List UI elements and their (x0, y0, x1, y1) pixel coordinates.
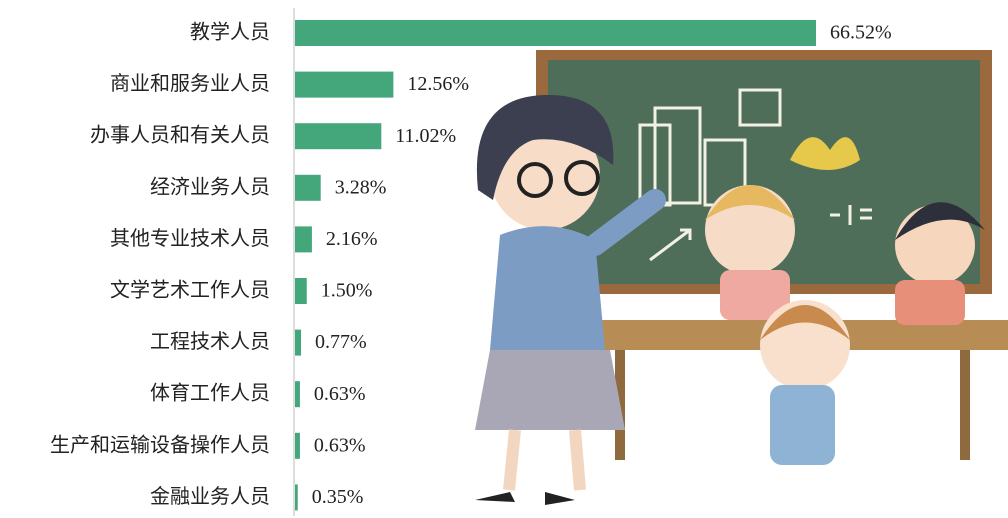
value-label: 0.63% (314, 434, 366, 456)
glasses (564, 160, 600, 196)
bar (295, 381, 300, 408)
category-label: 体育工作人员 (150, 381, 270, 405)
category-label: 教学人员 (190, 20, 270, 44)
category-label: 其他专业技术人员 (110, 226, 270, 250)
teacher-hair (476, 95, 614, 200)
bar (295, 174, 321, 201)
value-label: 2.16% (326, 228, 378, 250)
bar (295, 20, 816, 46)
value-label: 3.28% (335, 176, 387, 198)
bar (295, 226, 312, 253)
child-body (720, 270, 790, 320)
desk-leg (960, 350, 970, 460)
teacher-skirt (475, 350, 625, 430)
bar (295, 123, 382, 150)
bar (295, 484, 298, 511)
value-label: 0.35% (312, 486, 364, 508)
child-hair (705, 185, 795, 220)
chalk-leaf (790, 137, 860, 170)
value-label: 11.02% (395, 125, 456, 147)
child-hair (760, 305, 850, 340)
teacher-legs (503, 429, 586, 491)
child-hair (895, 202, 985, 240)
category-label: 文学艺术工作人员 (110, 278, 270, 302)
teacher-shoes (475, 492, 575, 505)
category-label: 办事人员和有关人员 (90, 123, 270, 147)
value-label: 0.63% (314, 383, 366, 405)
glasses (517, 162, 553, 198)
child-body (895, 280, 965, 325)
category-label: 经济业务人员 (150, 174, 270, 198)
bar (295, 278, 307, 304)
bar (295, 71, 394, 98)
bar (295, 329, 302, 356)
category-label: 工程技术人员 (150, 329, 270, 353)
teacher-arm (584, 189, 666, 256)
value-label: 12.56% (407, 73, 469, 95)
bar (295, 432, 300, 459)
category-label: 金融业务人员 (150, 484, 270, 508)
value-label: 1.50% (321, 280, 373, 302)
child-body (770, 385, 835, 465)
category-label: 商业和服务业人员 (110, 71, 270, 95)
illustration (475, 50, 1008, 505)
category-label: 生产和运输设备操作人员 (50, 432, 270, 456)
teacher-jacket (490, 226, 605, 350)
value-label: 0.77% (315, 331, 367, 353)
value-label: 66.52% (830, 22, 892, 44)
